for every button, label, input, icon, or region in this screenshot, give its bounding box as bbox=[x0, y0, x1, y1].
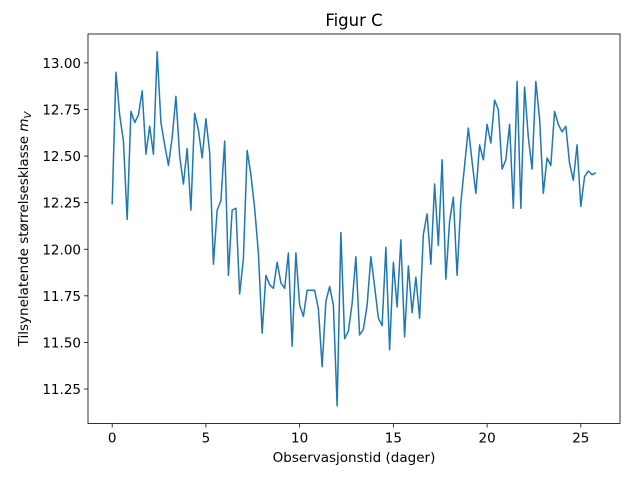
chart-title: Figur C bbox=[325, 11, 382, 30]
y-tick-label: 13.00 bbox=[42, 56, 81, 72]
x-tick-label: 20 bbox=[478, 431, 495, 447]
x-tick-label: 10 bbox=[291, 431, 308, 447]
x-tick-label: 25 bbox=[572, 431, 589, 447]
y-tick-label: 12.25 bbox=[42, 196, 81, 212]
x-tick-label: 5 bbox=[202, 431, 211, 447]
y-tick-label: 11.75 bbox=[42, 289, 81, 305]
x-tick-label: 15 bbox=[385, 431, 402, 447]
y-tick-label: 12.00 bbox=[42, 242, 81, 258]
x-axis-label: Observasjonstid (dager) bbox=[273, 450, 436, 466]
x-tick-label: 0 bbox=[108, 431, 117, 447]
y-tick-label: 11.25 bbox=[42, 382, 81, 398]
y-axis-label-subscript: V bbox=[23, 111, 34, 119]
y-axis-label: Tilsynelatende størrelsesklasse mV bbox=[16, 111, 34, 348]
y-tick-label: 12.75 bbox=[42, 102, 81, 118]
y-tick-label: 11.50 bbox=[42, 335, 81, 351]
y-axis-label-text: Tilsynelatende størrelsesklasse bbox=[16, 136, 32, 347]
y-axis-label-symbol: m bbox=[16, 119, 32, 132]
line-series bbox=[111, 50, 597, 407]
y-tick-label: 12.50 bbox=[42, 149, 81, 165]
axes-frame bbox=[87, 33, 621, 424]
